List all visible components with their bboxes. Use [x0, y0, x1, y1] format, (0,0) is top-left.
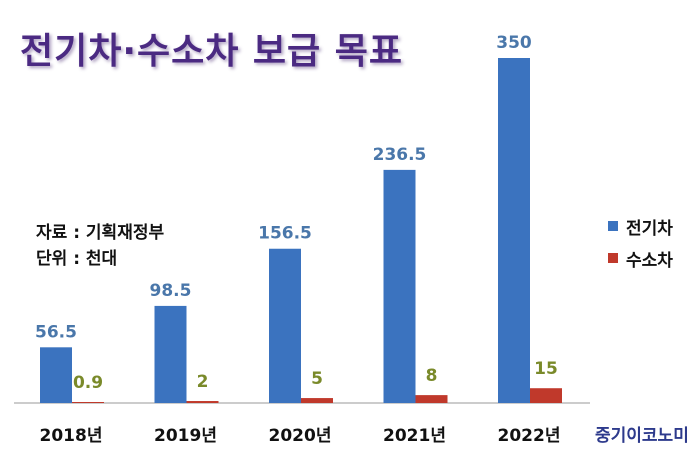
- category-label: 2018년: [40, 426, 103, 446]
- hydrogen-data-label: 2: [197, 372, 209, 392]
- ev-data-label: 156.5: [258, 224, 312, 244]
- hydrogen-data-label: 15: [534, 359, 558, 379]
- hydrogen-data-label: 5: [311, 369, 323, 389]
- ev-bar: [154, 305, 187, 403]
- category-label: 2021년: [383, 426, 446, 446]
- ev-bar: [269, 248, 301, 403]
- source-note: 자료 : 기획재정부: [36, 223, 165, 243]
- hydrogen-bar: [72, 402, 104, 403]
- legend-swatch-ev: [608, 221, 618, 231]
- hydrogen-data-label: 0.9: [73, 373, 103, 393]
- watermark-text: 중기이코노미: [595, 426, 689, 446]
- chart-title: 전기차·수소차 보급 목표: [20, 31, 403, 72]
- hydrogen-bar: [415, 395, 448, 403]
- hydrogen-bar: [530, 388, 562, 403]
- legend-item-ev: 전기차: [608, 210, 673, 242]
- hydrogen-bar: [186, 401, 219, 403]
- hydrogen-bar: [301, 398, 333, 403]
- unit-note: 단위 : 천대: [36, 249, 118, 269]
- category-label: 2019년: [154, 426, 217, 446]
- ev-data-label: 236.5: [373, 145, 427, 165]
- legend-item-hydrogen: 수소차: [608, 242, 673, 274]
- ev-data-label: 56.5: [35, 322, 77, 342]
- ev-bar: [40, 347, 72, 403]
- ev-bar: [383, 169, 416, 403]
- ev-data-label: 350: [496, 33, 532, 53]
- ev-bar: [498, 58, 530, 403]
- category-label: 2022년: [498, 426, 561, 446]
- ev-data-label: 98.5: [150, 281, 192, 301]
- legend-label-ev: 전기차: [626, 218, 673, 239]
- hydrogen-data-label: 8: [426, 366, 438, 386]
- legend-swatch-hydrogen: [608, 253, 618, 263]
- legend-label-hydrogen: 수소차: [626, 250, 673, 271]
- legend: 전기차 수소차: [608, 210, 673, 274]
- category-label: 2020년: [269, 426, 332, 446]
